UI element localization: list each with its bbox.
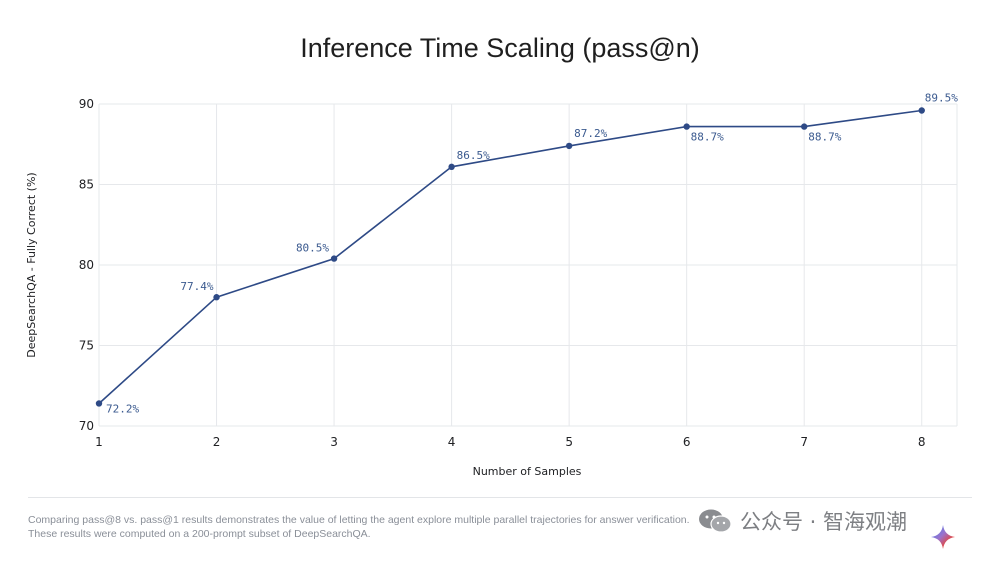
data-point [918, 107, 925, 114]
x-tick-label: 8 [918, 435, 926, 449]
x-tick-label: 3 [330, 435, 338, 449]
grid [98, 103, 958, 427]
watermark: 公众号 · 智海观潮 [698, 506, 908, 536]
data-point [95, 400, 103, 407]
data-point [448, 163, 455, 171]
data-point [801, 123, 808, 130]
footer-line-2: These results were computed on a 200-pro… [28, 528, 371, 540]
data-point [565, 142, 573, 150]
y-axis-title: DeepSearchQA - Fully Correct (%) [25, 172, 38, 357]
footer-line-1: Comparing pass@8 vs. pass@1 results demo… [28, 514, 690, 526]
tick-labels: 70 75 80 85 90 1 2 3 4 5 6 7 8 [79, 97, 926, 449]
watermark-text: 公众号 · 智海观潮 [740, 510, 908, 534]
footer-note: Comparing pass@8 vs. pass@1 results demo… [28, 513, 690, 541]
y-tick-label: 90 [79, 97, 94, 111]
y-tick-label: 70 [79, 419, 94, 433]
data-point [683, 123, 690, 130]
data-labels: 72.2% 77.4% 80.5% 86.5% 87.2% 88.7% 88.7% 89.5% [106, 91, 958, 415]
wechat-icon [699, 509, 732, 533]
data-label: 72.2% [106, 402, 139, 415]
data-label: 86.5% [457, 149, 490, 162]
chart: Inference Time Scaling (pass@n) 70758085… [25, 33, 958, 478]
data-label: 87.2% [574, 127, 607, 140]
x-tick-label: 4 [448, 435, 456, 449]
y-tick-label: 85 [79, 178, 94, 192]
data-label: 88.7% [691, 131, 724, 144]
y-tick-label: 75 [79, 339, 94, 353]
series-polyline [98, 109, 922, 405]
chart-title: Inference Time Scaling (pass@n) [300, 33, 700, 63]
x-tick-label: 7 [800, 435, 808, 449]
data-point [330, 255, 338, 262]
x-tick-label: 6 [683, 435, 691, 449]
data-point [213, 294, 220, 301]
x-axis-title: Number of Samples [473, 465, 582, 478]
x-tick-label: 2 [213, 435, 221, 449]
footer-divider [28, 497, 972, 498]
data-label: 77.4% [180, 280, 213, 293]
gemini-sparkle-icon [931, 525, 955, 549]
data-label: 89.5% [925, 91, 958, 104]
data-label: 80.5% [296, 242, 329, 255]
y-tick-label: 80 [79, 258, 94, 272]
data-label: 88.7% [808, 131, 841, 144]
series-line [95, 107, 925, 407]
x-tick-label: 1 [95, 435, 103, 449]
x-tick-label: 5 [565, 435, 573, 449]
